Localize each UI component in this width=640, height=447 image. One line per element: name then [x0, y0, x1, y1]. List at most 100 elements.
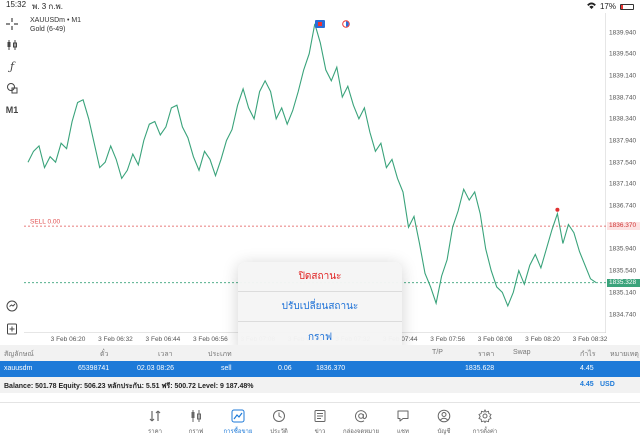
- news-icon: [314, 410, 326, 422]
- battery-percent: 17%: [599, 2, 616, 11]
- time-tick-label: 3 Feb 06:32: [98, 336, 133, 343]
- price-tick-label: 1839.540: [609, 50, 637, 58]
- tab-label: บัญชี: [437, 429, 451, 435]
- tab-quotes[interactable]: ราคา: [135, 409, 175, 436]
- tab-chat[interactable]: แชท: [383, 409, 423, 436]
- bottom-tab-bar: ราคา กราฟ การซื้อขาย ประวัติ ข่าว กล่องจ…: [0, 402, 640, 447]
- tab-label: ข่าว: [314, 429, 326, 435]
- timeframe-button[interactable]: M1: [5, 105, 19, 115]
- account-icon: [437, 409, 451, 423]
- total-profit: 4.45: [580, 381, 594, 388]
- zoom-icon[interactable]: [4, 298, 20, 314]
- time-tick-label: 3 Feb 06:44: [145, 336, 181, 343]
- chart-icon: [191, 410, 201, 422]
- col-tp: T/P: [432, 349, 443, 356]
- quotes-icon: [149, 410, 161, 422]
- balance-summary: Balance: 501.78 Equity: 506.23 หลักประกั…: [4, 383, 254, 390]
- tab-settings[interactable]: การตั้งค่า: [465, 409, 505, 436]
- symbol-description: Gold (6-49): [30, 26, 66, 33]
- price-tick-label: 1839.140: [609, 72, 637, 80]
- price-tick-label: 1835.540: [609, 267, 637, 275]
- price-tick-label: 1838.340: [609, 115, 637, 123]
- sell-entry-marker: [555, 207, 560, 212]
- price-tick-label: 1836.740: [609, 202, 637, 210]
- price-tick-label: 1837.140: [609, 180, 637, 188]
- col-comment: หมายเหตุ: [610, 351, 639, 358]
- tab-chart[interactable]: กราฟ: [176, 409, 216, 436]
- col-type: ประเภท: [208, 351, 232, 358]
- positions-table-header: สัญลักษณ์ ตั๋ว เวลา ประเภท T/P ราคา Swap…: [0, 345, 640, 361]
- col-ticket: ตั๋ว: [100, 351, 109, 358]
- price-tick-label: 1835.140: [609, 289, 637, 297]
- row-open-price: 1836.370: [316, 365, 346, 372]
- price-tick-label: 1837.940: [609, 137, 637, 145]
- tab-news[interactable]: ข่าว: [300, 409, 340, 436]
- time-tick-label: 3 Feb 08:08: [477, 336, 513, 343]
- chart-menu-item[interactable]: กราฟ: [307, 331, 333, 343]
- time-tick-label: 3 Feb 08:32: [572, 336, 608, 343]
- tab-label: กราฟ: [188, 429, 204, 435]
- time-tick-label: 3 Feb 08:20: [525, 336, 560, 343]
- time-tick-label: 3 Feb 06:20: [50, 336, 86, 343]
- col-profit: กำไร: [580, 351, 596, 358]
- crosshair-icon[interactable]: [4, 16, 20, 32]
- sell-price-tag: 1836.370: [607, 222, 640, 231]
- col-swap: Swap: [513, 349, 531, 356]
- chart-symbol: XAUUSDm • M1 Gold (6-49): [30, 16, 81, 34]
- account-currency: USD: [600, 381, 615, 388]
- row-profit: 4.45: [580, 365, 594, 372]
- mailbox-icon: [355, 410, 368, 423]
- sell-line-label: SELL 0.00: [30, 218, 61, 226]
- candlestick-icon[interactable]: [4, 37, 20, 53]
- row-time: 02.03 08:26: [137, 365, 174, 372]
- indicators-icon[interactable]: ƒ: [9, 59, 15, 73]
- time-tick-label: 3 Feb 06:56: [193, 336, 228, 343]
- tab-label: แชท: [397, 429, 409, 435]
- row-ticket: 65398741: [78, 365, 110, 372]
- status-date: พ. 3 ก.พ.: [32, 2, 63, 11]
- position-context-menu: ปิดสถานะ ปรับเปลี่ยนสถานะ กราฟ: [238, 262, 402, 352]
- price-tick-label: 1839.940: [609, 29, 637, 37]
- status-bar: 15:32 พ. 3 ก.พ. 17%: [0, 0, 640, 13]
- price-axis: 1839.940 1839.540 1839.140 1838.740 1838.340…: [606, 13, 640, 333]
- market-open-icon[interactable]: [315, 20, 325, 28]
- col-price: ราคา: [478, 351, 495, 358]
- chat-icon: [397, 410, 409, 422]
- tab-label: ประวัติ: [270, 429, 288, 435]
- price-tick-label: 1837.540: [609, 159, 637, 167]
- trade-icon: [231, 409, 245, 423]
- tab-mailbox[interactable]: กล่องจดหมาย: [341, 409, 381, 436]
- col-symbol: สัญลักษณ์: [4, 351, 34, 358]
- battery-icon: [620, 3, 634, 10]
- col-time: เวลา: [158, 351, 173, 358]
- balance-row: Balance: 501.78 Equity: 506.23 หลักประกั…: [0, 377, 640, 393]
- row-type: sell: [221, 365, 232, 372]
- settings-icon: [478, 409, 492, 423]
- position-row[interactable]: xauusdm 65398741 02.03 08:26 sell 0.06 1…: [0, 361, 640, 377]
- wifi-icon: [587, 2, 596, 11]
- tab-label: การซื้อขาย: [223, 429, 253, 435]
- new-order-icon[interactable]: [4, 321, 20, 337]
- time-tick-label: 3 Feb 07:56: [430, 336, 465, 343]
- price-tick-label: 1834.740: [609, 311, 637, 319]
- tab-label: กล่องจดหมาย: [342, 429, 380, 435]
- chart-toolbar: ƒ M1: [0, 13, 24, 345]
- tab-history[interactable]: ประวัติ: [259, 409, 299, 436]
- close-position-menu-item[interactable]: ปิดสถานะ: [238, 262, 402, 292]
- bid-price-tag: 1835.328: [607, 278, 640, 287]
- modify-position-menu-item[interactable]: ปรับเปลี่ยนสถานะ: [238, 292, 402, 322]
- tab-account[interactable]: บัญชี: [424, 409, 464, 436]
- objects-icon[interactable]: [4, 80, 20, 96]
- tab-label: ราคา: [148, 429, 162, 435]
- row-symbol: xauusdm: [4, 365, 33, 372]
- price-tick-label: 1838.740: [609, 94, 637, 102]
- status-time: 15:32: [6, 0, 27, 9]
- row-volume: 0.06: [278, 365, 292, 372]
- tab-trade[interactable]: การซื้อขาย: [218, 409, 258, 436]
- price-tick-label: 1835.940: [609, 245, 637, 253]
- chart-plot: [24, 13, 606, 333]
- history-icon: [273, 410, 285, 422]
- session-icon[interactable]: [342, 20, 350, 28]
- tab-label: การตั้งค่า: [472, 429, 498, 435]
- row-current-price: 1835.628: [465, 365, 495, 372]
